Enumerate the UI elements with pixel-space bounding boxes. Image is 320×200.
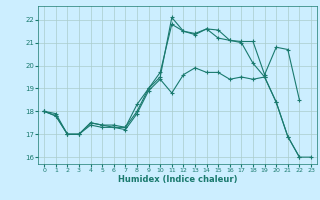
X-axis label: Humidex (Indice chaleur): Humidex (Indice chaleur) [118, 175, 237, 184]
